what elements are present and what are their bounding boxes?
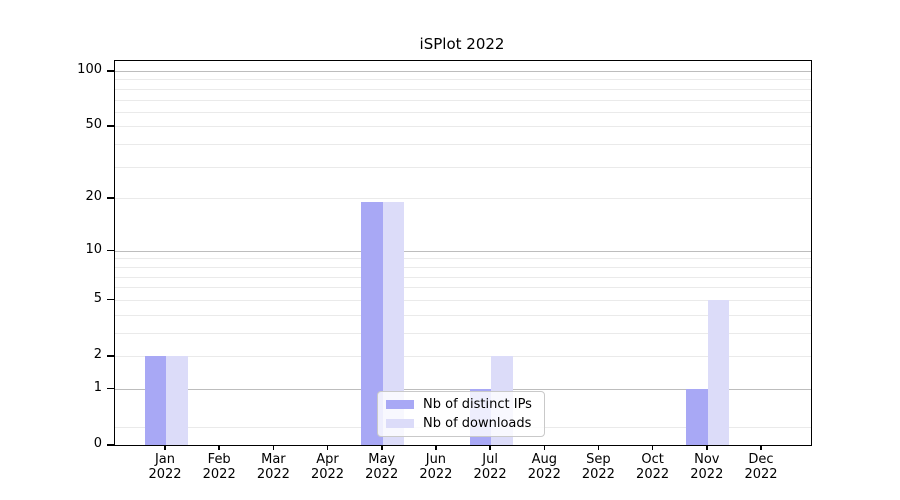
- bar-downloads-jan: [166, 356, 188, 445]
- minor-gridline: [115, 198, 811, 200]
- minor-gridline: [115, 258, 811, 260]
- x-tick-mark: [706, 445, 708, 450]
- y-tick-label: 5: [93, 290, 102, 306]
- minor-gridline: [115, 332, 811, 334]
- y-tick-label: 50: [85, 117, 102, 133]
- legend-swatch-downloads: [386, 418, 414, 428]
- x-tick-mark: [272, 445, 275, 450]
- y-tick-mark: [107, 70, 114, 72]
- y-tick-label: 100: [77, 62, 102, 77]
- minor-gridline: [115, 99, 811, 101]
- x-tick-label: Oct 2022: [636, 452, 670, 482]
- major-gridline: [115, 388, 811, 390]
- y-tick-label: 20: [85, 189, 102, 205]
- legend: Nb of distinct IPs Nb of downloads: [377, 391, 545, 437]
- minor-gridline: [115, 276, 811, 278]
- y-tick-label: 10: [85, 241, 102, 257]
- y-tick-mark: [107, 125, 114, 127]
- legend-swatch-distinct-ips: [386, 400, 414, 410]
- x-tick-label: Apr 2022: [310, 452, 345, 482]
- x-tick-label: Sep 2022: [581, 452, 615, 482]
- x-tick-mark: [326, 445, 329, 450]
- x-tick-mark: [164, 445, 166, 450]
- y-tick-mark: [107, 249, 114, 252]
- minor-gridline: [115, 111, 811, 113]
- x-tick-mark: [489, 445, 491, 450]
- x-tick-mark: [760, 445, 762, 450]
- x-tick-label: Nov 2022: [690, 452, 724, 482]
- legend-item-distinct-ips: Nb of distinct IPs: [386, 397, 536, 412]
- bar-distinct-ips-jan: [144, 356, 166, 445]
- bar-downloads-nov: [707, 299, 730, 445]
- y-tick-mark: [107, 444, 114, 446]
- bar-distinct-ips-may: [361, 202, 383, 445]
- y-tick-mark: [107, 355, 114, 357]
- y-tick-mark: [107, 298, 114, 301]
- chart-title: iSPlot 2022: [419, 35, 505, 53]
- legend-label-downloads: Nb of downloads: [423, 415, 532, 431]
- x-tick-label: Feb 2022: [202, 452, 236, 482]
- x-tick-mark: [435, 445, 437, 450]
- major-gridline: [115, 250, 811, 252]
- y-tick-mark: [107, 197, 114, 199]
- x-tick-label: Jun 2022: [419, 452, 453, 482]
- legend-item-downloads: Nb of downloads: [386, 416, 536, 431]
- x-tick-label: Aug 2022: [527, 452, 561, 482]
- x-tick-mark: [381, 445, 383, 450]
- y-tick-mark: [107, 387, 114, 390]
- y-tick-label: 0: [93, 436, 102, 451]
- plot-area: [114, 60, 812, 446]
- y-tick-label: 1: [93, 379, 102, 395]
- minor-gridline: [115, 79, 811, 81]
- minor-gridline: [115, 126, 811, 128]
- x-tick-mark: [597, 445, 600, 450]
- x-tick-mark: [218, 445, 220, 450]
- bar-downloads-may: [382, 202, 405, 445]
- x-tick-mark: [651, 445, 654, 450]
- legend-label-distinct-ips: Nb of distinct IPs: [423, 397, 532, 413]
- x-tick-label: Jul 2022: [473, 452, 507, 482]
- minor-gridline: [115, 266, 811, 268]
- minor-gridline: [115, 314, 811, 316]
- x-tick-label: May 2022: [365, 452, 399, 482]
- x-tick-label: Jan 2022: [148, 452, 182, 482]
- minor-gridline: [115, 166, 811, 168]
- x-tick-mark: [543, 445, 545, 450]
- bar-distinct-ips-nov: [686, 388, 708, 445]
- minor-gridline: [115, 287, 811, 289]
- minor-gridline: [115, 299, 811, 301]
- minor-gridline: [115, 356, 811, 357]
- y-tick-label: 2: [93, 347, 102, 362]
- minor-gridline: [115, 144, 811, 146]
- major-gridline: [115, 71, 811, 72]
- minor-gridline: [115, 88, 811, 90]
- x-tick-label: Mar 2022: [256, 452, 290, 482]
- x-tick-label: Dec 2022: [744, 452, 778, 482]
